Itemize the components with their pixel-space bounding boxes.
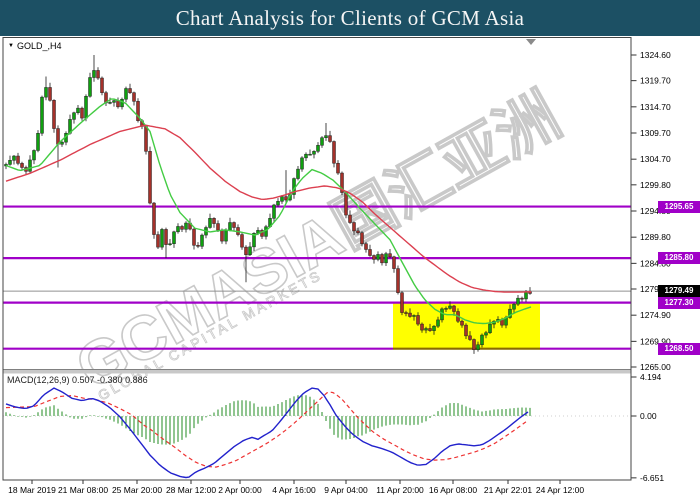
- svg-text:11 Apr 20:00: 11 Apr 20:00: [376, 485, 424, 495]
- svg-text:28 Mar 12:00: 28 Mar 12:00: [166, 485, 216, 495]
- svg-text:21 Apr 22:01: 21 Apr 22:01: [484, 485, 532, 495]
- price-level-badge-1: 1295.65: [658, 200, 700, 213]
- page-title: Chart Analysis for Clients of GCM Asia: [175, 5, 525, 30]
- price-axis: 1324.60 1319.70 1314.70 1309.70 1304.70 1299.…: [631, 50, 671, 483]
- svg-text:1274.90: 1274.90: [640, 310, 671, 320]
- svg-text:1294.80: 1294.80: [640, 206, 671, 216]
- chart-shift-marker-icon[interactable]: [526, 39, 536, 45]
- svg-text:1299.80: 1299.80: [640, 180, 671, 190]
- price-level-badge-3: 1277.30: [658, 296, 700, 309]
- svg-text:2 Apr 00:00: 2 Apr 00:00: [218, 485, 262, 495]
- svg-text:18 Mar 2019: 18 Mar 2019: [8, 485, 56, 495]
- macd-histogram: [5, 394, 531, 445]
- svg-text:1309.70: 1309.70: [640, 128, 671, 138]
- price-level-badge-2: 1285.80: [658, 252, 700, 265]
- svg-text:0.00: 0.00: [640, 411, 657, 421]
- macd-panel: [3, 387, 631, 479]
- macd-indicator-label: MACD(12,26,9) 0.507 -0.380 0.886: [7, 375, 148, 385]
- svg-text:-6.651: -6.651: [640, 473, 664, 483]
- svg-text:21 Mar 08:00: 21 Mar 08:00: [58, 485, 108, 495]
- svg-text:24 Apr 12:00: 24 Apr 12:00: [536, 485, 584, 495]
- svg-text:1284.80: 1284.80: [640, 258, 671, 268]
- svg-text:1279.90: 1279.90: [640, 284, 671, 294]
- chart-border: [2, 37, 632, 481]
- svg-text:4 Apr 16:00: 4 Apr 16:00: [272, 485, 316, 495]
- symbol-period-text: GOLD_,H4: [16, 41, 62, 51]
- svg-text:16 Apr 08:00: 16 Apr 08:00: [429, 485, 477, 495]
- svg-text:1319.70: 1319.70: [640, 76, 671, 86]
- svg-text:1304.70: 1304.70: [640, 154, 671, 164]
- current-price-badge: 1279.49: [658, 285, 700, 298]
- svg-text:1289.80: 1289.80: [640, 232, 671, 242]
- panel-separator[interactable]: [3, 369, 631, 374]
- svg-text:1269.90: 1269.90: [640, 336, 671, 346]
- svg-text:1265.00: 1265.00: [640, 362, 671, 372]
- time-axis: 18 Mar 2019 21 Mar 08:00 25 Mar 20:00 28 Ma…: [8, 480, 584, 495]
- svg-text:4.194: 4.194: [640, 372, 662, 382]
- svg-text:25 Mar 20:00: 25 Mar 20:00: [112, 485, 162, 495]
- symbol-label: ▼ GOLD_,H4: [8, 41, 61, 51]
- title-bar: Chart Analysis for Clients of GCM Asia: [0, 0, 700, 36]
- svg-text:1314.70: 1314.70: [640, 102, 671, 112]
- ma-fast-line: [5, 98, 532, 325]
- svg-text:9 Apr 04:00: 9 Apr 04:00: [324, 485, 368, 495]
- chevron-down-icon[interactable]: ▼: [8, 42, 14, 49]
- ma-slow-line: [5, 124, 532, 293]
- svg-text:GCMASIA国汇亚洲: GCMASIA国汇亚洲: [65, 81, 571, 404]
- svg-text:1324.60: 1324.60: [640, 50, 671, 60]
- price-level-badge-4: 1268.50: [658, 342, 700, 355]
